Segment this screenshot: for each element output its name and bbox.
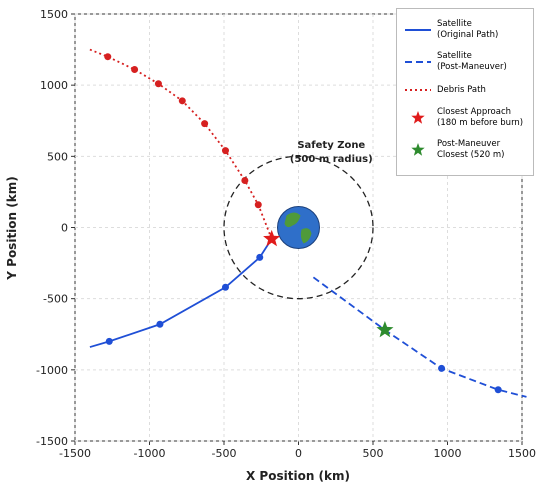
y-tick-label: 500	[47, 150, 68, 163]
legend-label: Satellite (Original Path)	[437, 19, 499, 40]
legend-label: Satellite (Post-Maneuver)	[437, 51, 507, 72]
point	[221, 283, 229, 291]
point	[494, 386, 502, 394]
legend-swatch	[405, 29, 431, 31]
annotation: Safety Zone	[297, 140, 365, 151]
point	[104, 53, 112, 61]
annotation: (500 m radius)	[290, 154, 373, 165]
y-tick-label: 1500	[40, 8, 68, 21]
point	[178, 97, 186, 105]
safety-zone	[223, 155, 374, 300]
y-tick-label: 0	[61, 222, 68, 235]
series-line	[89, 48, 273, 240]
y-tick-label: -500	[43, 293, 68, 306]
legend-label: Debris Path	[437, 84, 486, 95]
legend-swatch	[411, 111, 425, 124]
x-tick-label: -1000	[134, 447, 166, 460]
point	[438, 364, 446, 372]
x-tick-label: -1500	[59, 447, 91, 460]
y-tick-label: -1000	[36, 364, 68, 377]
point	[154, 80, 162, 88]
legend-item: Post-Maneuver Closest (520 m)	[397, 139, 533, 161]
legend-swatch	[411, 143, 425, 156]
point	[201, 120, 209, 128]
y-axis-title: Y Position (km)	[5, 176, 19, 280]
x-tick-label: -500	[212, 447, 237, 460]
legend-item: Satellite (Post-Maneuver)	[397, 51, 533, 73]
legend-swatch	[405, 89, 431, 91]
legend-swatch	[405, 61, 431, 63]
star-marker	[263, 229, 281, 247]
legend-star	[411, 111, 425, 124]
earth-land	[284, 212, 312, 244]
point	[105, 337, 113, 345]
point	[256, 253, 264, 261]
legend-item: Closest Approach (180 m before burn)	[397, 107, 533, 129]
x-tick-label: 1500	[508, 447, 536, 460]
earth	[277, 206, 320, 249]
point	[156, 320, 164, 328]
legend-label: Closest Approach (180 m before burn)	[437, 107, 524, 128]
x-tick-label: 500	[363, 447, 384, 460]
y-tick-label: -1500	[36, 435, 68, 448]
legend: Satellite (Original Path) Satellite (Post…	[396, 8, 534, 176]
star-marker	[376, 321, 394, 338]
point	[241, 177, 249, 185]
legend-label: Post-Maneuver Closest (520 m)	[437, 139, 505, 160]
legend-item: Satellite (Original Path)	[397, 19, 533, 41]
point	[221, 147, 229, 155]
x-axis-title: X Position (km)	[246, 469, 350, 483]
x-tick-label: 0	[295, 447, 302, 460]
legend-star	[411, 143, 425, 156]
x-tick-label: 1000	[434, 447, 462, 460]
legend-item: Debris Path	[397, 83, 533, 97]
point	[254, 201, 262, 209]
point	[131, 66, 139, 74]
y-tick-label: 1000	[40, 79, 68, 92]
